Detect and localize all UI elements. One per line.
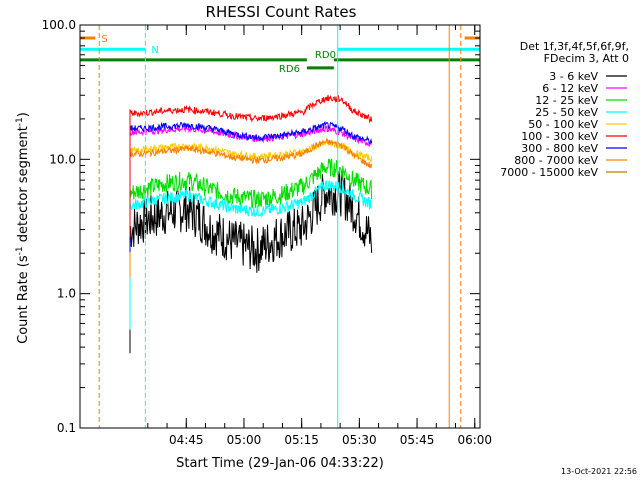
x-axis-ticks: 04:45 05:00 05:15 05:30 05:45 06:00 — [147, 25, 492, 447]
legend-entry-label: 300 - 800 keV — [521, 142, 598, 155]
y-axis-ticks: 100.0 10.0 1.0 0.1 — [42, 18, 480, 435]
chart-title: RHESSI Count Rates — [206, 3, 357, 21]
x-tick-label: 06:00 — [457, 433, 492, 447]
legend-entry-label: 25 - 50 keV — [535, 106, 598, 119]
x-tick-label: 05:30 — [342, 433, 377, 447]
legend-entry-label: 6 - 12 keV — [542, 82, 598, 95]
legend-entry-label: 12 - 25 keV — [535, 94, 598, 107]
flag-label-N: N — [151, 45, 158, 56]
plot-frame — [79, 24, 481, 429]
legend: Det 1f,3f,4f,5f,6f,9f,FDecim 3, Att 0 3 -… — [500, 40, 629, 179]
x-tick-label: 05:15 — [284, 433, 319, 447]
y-tick-label: 100.0 — [42, 18, 76, 32]
legend-entry-label: 800 - 7000 keV — [514, 154, 598, 167]
x-tick-label: 05:00 — [227, 433, 262, 447]
legend-entry-label: 7000 - 15000 keV — [500, 166, 598, 179]
series-line-300-800keV — [129, 121, 373, 253]
series-lines — [129, 94, 373, 354]
legend-entry-label: 50 - 100 keV — [528, 118, 598, 131]
y-axis-label: Count Rate (s-1 detector segment-1) — [15, 112, 31, 344]
x-tick-label: 05:45 — [400, 433, 435, 447]
flag-label-S: S — [101, 34, 107, 45]
series-line-6-12keV — [129, 124, 373, 256]
y-tick-label: 0.1 — [57, 421, 76, 435]
vertical-marker-lines — [98, 25, 462, 428]
x-tick-label: 04:45 — [169, 433, 204, 447]
y-tick-label: 10.0 — [49, 152, 76, 166]
series-line-12-25keV — [129, 158, 373, 317]
legend-entry-label: 3 - 6 keV — [549, 70, 598, 83]
legend-header-line: Det 1f,3f,4f,5f,6f,9f, — [520, 40, 629, 53]
series-line-100-300keV — [129, 94, 373, 237]
legend-entry-label: 100 - 300 keV — [521, 130, 598, 143]
y-tick-label: 1.0 — [57, 287, 76, 301]
generation-timestamp: 13-Oct-2021 22:56 — [561, 467, 637, 476]
legend-header-line: FDecim 3, Att 0 — [544, 52, 629, 65]
series-line-800-7000keV — [129, 138, 373, 278]
series-line-25-50keV — [129, 180, 372, 330]
flag-label-RD6: RD6 — [279, 64, 300, 75]
x-axis-label: Start Time (29-Jan-06 04:33:22) — [176, 456, 384, 471]
flag-label-RD0: RD0 — [315, 50, 336, 61]
annotation-bars: S N RD0 RD6 — [80, 34, 480, 75]
